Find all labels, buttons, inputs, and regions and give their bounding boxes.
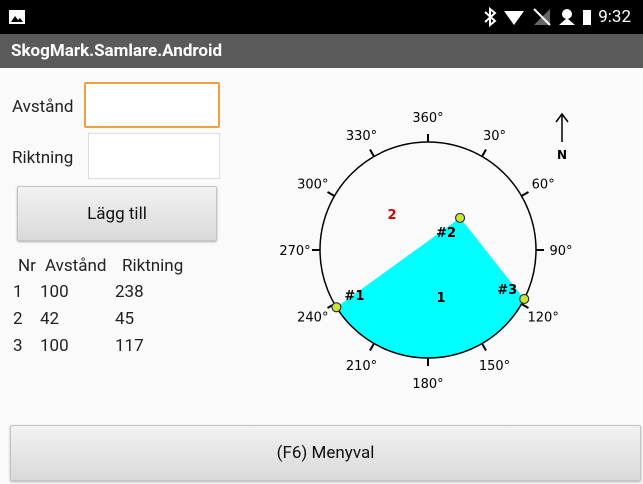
compass-tick: [369, 343, 375, 351]
app-bar: SkogMark.Samlare.Android: [0, 34, 643, 68]
distance-label: Avstånd: [12, 97, 74, 117]
area-label: 1: [436, 291, 445, 306]
degree-label: 330°: [346, 129, 377, 144]
compass-tick: [521, 191, 529, 197]
compass: N 360° 30° 60° 90° 120° 150° 180° 210° 240° 270° 3…: [279, 111, 572, 392]
add-button[interactable]: Lägg till: [17, 186, 217, 241]
compass-tick: [481, 343, 487, 351]
area-polygon: [336, 217, 525, 359]
menu-button[interactable]: (F6) Menyval: [10, 425, 641, 481]
degree-label: 90°: [549, 244, 572, 259]
compass-tick: [369, 149, 375, 157]
table-cell: 1: [13, 282, 23, 302]
degree-label: 360°: [412, 111, 443, 126]
degree-label: 30°: [483, 129, 506, 144]
area-label: 2: [387, 208, 396, 223]
table-cell: 117: [115, 336, 144, 356]
table-cell: 3: [13, 336, 23, 356]
point-marker: [331, 302, 342, 313]
table-header: Riktning: [122, 256, 184, 276]
table-cell: 42: [40, 309, 60, 329]
status-icons: [484, 6, 591, 28]
point-label: #3: [497, 283, 517, 298]
compass-tick: [481, 149, 487, 157]
gallery-icon: [9, 10, 25, 24]
clock: 9:32: [598, 7, 631, 27]
degree-label: 210°: [346, 359, 377, 374]
distance-input[interactable]: [84, 82, 220, 128]
table-header: Nr: [18, 256, 36, 276]
table-header: Avstånd: [45, 256, 107, 276]
north-label: N: [557, 148, 567, 162]
app-title: SkogMark.Samlare.Android: [11, 41, 223, 61]
degree-label: 240°: [297, 311, 328, 326]
degree-label: 270°: [279, 244, 310, 259]
point-label: #1: [344, 289, 364, 304]
table-cell: 100: [40, 336, 69, 356]
degree-label: 120°: [528, 311, 559, 326]
degree-label: 150°: [479, 359, 510, 374]
table-cell: 100: [40, 282, 69, 302]
point-marker: [519, 293, 530, 305]
compass-tick: [521, 303, 529, 309]
degree-label: 60°: [532, 178, 555, 193]
point-label: #2: [436, 226, 456, 241]
status-bar: 9:32: [0, 0, 643, 34]
direction-input[interactable]: [88, 133, 220, 179]
direction-label: Riktning: [12, 148, 74, 168]
point-marker: [454, 212, 466, 224]
compass-tick: [327, 191, 335, 197]
table-cell: 2: [13, 309, 23, 329]
degree-label: 180°: [412, 377, 443, 392]
table-cell: 45: [115, 309, 135, 329]
north-arrow: [555, 112, 569, 142]
degree-label: 300°: [297, 178, 328, 193]
table-cell: 238: [115, 282, 144, 302]
